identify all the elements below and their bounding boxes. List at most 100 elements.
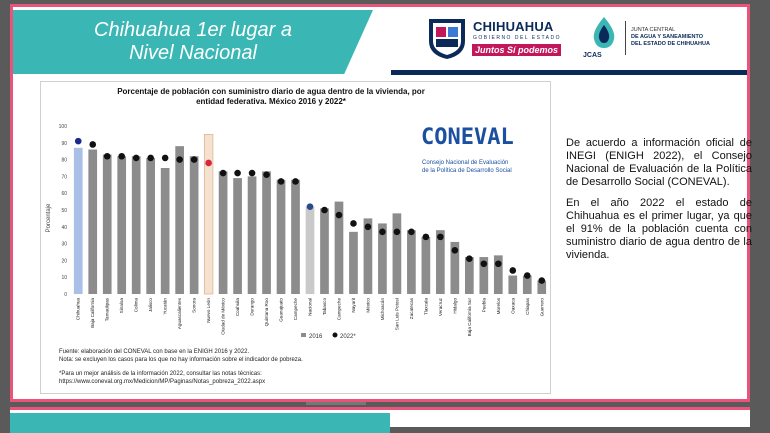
jcas-name: JUNTA CENTRAL DE AGUA Y SANEAMIENTO DEL … (631, 27, 710, 48)
marker-2022 (132, 154, 140, 162)
marker-2022 (350, 220, 357, 227)
side-description: De acuerdo a información oficial de INEG… (566, 137, 752, 270)
bar-2016 (407, 230, 416, 294)
marker-2022 (509, 267, 517, 274)
bar-2016 (131, 156, 141, 294)
bar-2016 (291, 179, 300, 294)
marker-2022 (147, 154, 154, 162)
x-tick-label: San Luis Potosí (394, 297, 399, 330)
bar-2016 (88, 149, 98, 294)
bar-2016 (450, 241, 460, 294)
x-tick-label: Colima (134, 298, 139, 313)
x-tick-label: Baja California Sur (467, 298, 472, 337)
bar-2016 (146, 157, 156, 294)
bar-2016 (160, 168, 170, 294)
marker-2022 (74, 137, 82, 145)
bar-2016 (421, 236, 431, 294)
y-tick-label: 70 (61, 174, 67, 180)
side-paragraph-1: De acuerdo a información oficial de INEG… (566, 137, 752, 188)
marker-2022 (408, 228, 415, 236)
x-tick-label: Puebla (481, 298, 486, 313)
bar-2016 (233, 178, 242, 294)
legend-label-2016: 2016 (309, 334, 323, 340)
marker-2022 (523, 272, 531, 279)
chart-panel: Porcentaje de población con suministro d… (40, 81, 551, 394)
x-tick-label: Zacatecas (409, 297, 414, 319)
bar-2016 (508, 275, 518, 294)
y-tick-label: 20 (61, 258, 67, 264)
bar-2016 (479, 257, 489, 294)
marker-2022 (495, 260, 502, 268)
jcas-line-3: DEL ESTADO DE CHIHUAHUA (631, 41, 710, 47)
y-tick-label: 10 (61, 275, 67, 281)
coneval-logo-text: CONEVAL (421, 125, 514, 150)
bar-2016 (320, 208, 329, 294)
x-tick-label: Tamaulipas (105, 297, 110, 321)
bar-2016 (117, 156, 127, 294)
bar-2016 (349, 231, 358, 294)
marker-2022 (118, 152, 125, 160)
marker-2022 (335, 211, 343, 219)
marker-2022 (263, 171, 270, 179)
chart-note-source: Fuente: elaboración del CONEVAL con base… (59, 349, 249, 355)
title-banner: Chihuahua 1er lugar a Nivel Nacional (13, 10, 373, 74)
next-slide-preview[interactable] (10, 407, 750, 433)
x-tick-label: Guerrero (539, 298, 544, 317)
legend-label-2022: 2022* (340, 334, 356, 340)
x-tick-label: Nayarit (351, 297, 356, 312)
chart-title-line-1: Porcentaje de población con suministro d… (117, 87, 425, 96)
bar-2016 (378, 223, 387, 294)
bar-2016 (537, 280, 547, 294)
marker-2022 (321, 206, 328, 214)
marker-2022 (161, 154, 169, 162)
y-tick-label: 0 (64, 292, 67, 298)
jcas-line-2: DE AGUA Y SANEAMIENTO (631, 34, 704, 40)
marker-2022 (292, 178, 299, 185)
marker-2022 (538, 277, 546, 284)
x-tick-label: Campeche (336, 298, 341, 321)
bar-2016 (436, 230, 445, 294)
state-shield-icon (429, 19, 465, 59)
chart-bars (73, 134, 547, 295)
chart-title-line-2: entidad federativa. México 2016 y 2022* (196, 97, 347, 106)
jcas-divider (625, 21, 626, 55)
chihuahua-government-logo: CHIHUAHUA GOBIERNO DEL ESTADO Juntos Sí … (425, 15, 565, 63)
x-tick-label: Tabasco (322, 298, 327, 316)
chart-note-url[interactable]: https://www.coneval.org.mx/Medicion/MP/P… (59, 379, 265, 385)
brand-slogan: Juntos Sí podemos (472, 44, 562, 56)
x-tick-label: Sonora (192, 298, 197, 313)
x-tick-label: Sinaloa (119, 298, 124, 314)
slide-scroll-handle[interactable] (306, 402, 366, 405)
x-tick-label: Chiapas (525, 297, 530, 315)
y-axis-ticks: 0 10 20 30 40 50 60 70 80 90 100 (59, 124, 68, 298)
bar-2016 (363, 218, 373, 294)
bar-2016 (493, 255, 503, 294)
marker-2022 (364, 223, 372, 231)
x-tick-label: México (365, 298, 370, 313)
bar-2016 (247, 176, 257, 294)
title-line-1: Chihuahua 1er lugar a (94, 19, 292, 41)
x-tick-label: Campeche (293, 298, 298, 321)
marker-2022 (89, 141, 97, 148)
marker-2022 (205, 159, 212, 167)
bar-2016 (189, 156, 199, 294)
bar-chart: Porcentaje de población con suministro d… (46, 87, 547, 385)
chart-legend: 2016 2022* (301, 332, 356, 340)
water-drop-icon (593, 17, 615, 48)
marker-2022 (219, 169, 227, 177)
side-paragraph-2: En el año 2022 el estado de Chihuahua es… (566, 197, 752, 261)
chart-markers (74, 137, 546, 284)
y-tick-label: 50 (61, 208, 67, 214)
coneval-logo-sub-2: de la Política de Desarrollo Social (422, 168, 512, 174)
bar-2016 (464, 257, 474, 294)
marker-2022 (176, 156, 183, 163)
x-axis-labels: Chihuahua Baja California Tamaulipas Sinalo… (76, 297, 545, 336)
marker-2022 (451, 247, 459, 254)
bar-2016 (175, 146, 184, 294)
legend-swatch-2022 (332, 332, 338, 338)
bar-2016 (262, 171, 271, 294)
x-tick-label: Baja California (90, 298, 95, 328)
y-tick-label: 100 (59, 124, 68, 130)
header-stripe (391, 70, 747, 75)
x-tick-label: Quintana Roo (264, 298, 269, 327)
